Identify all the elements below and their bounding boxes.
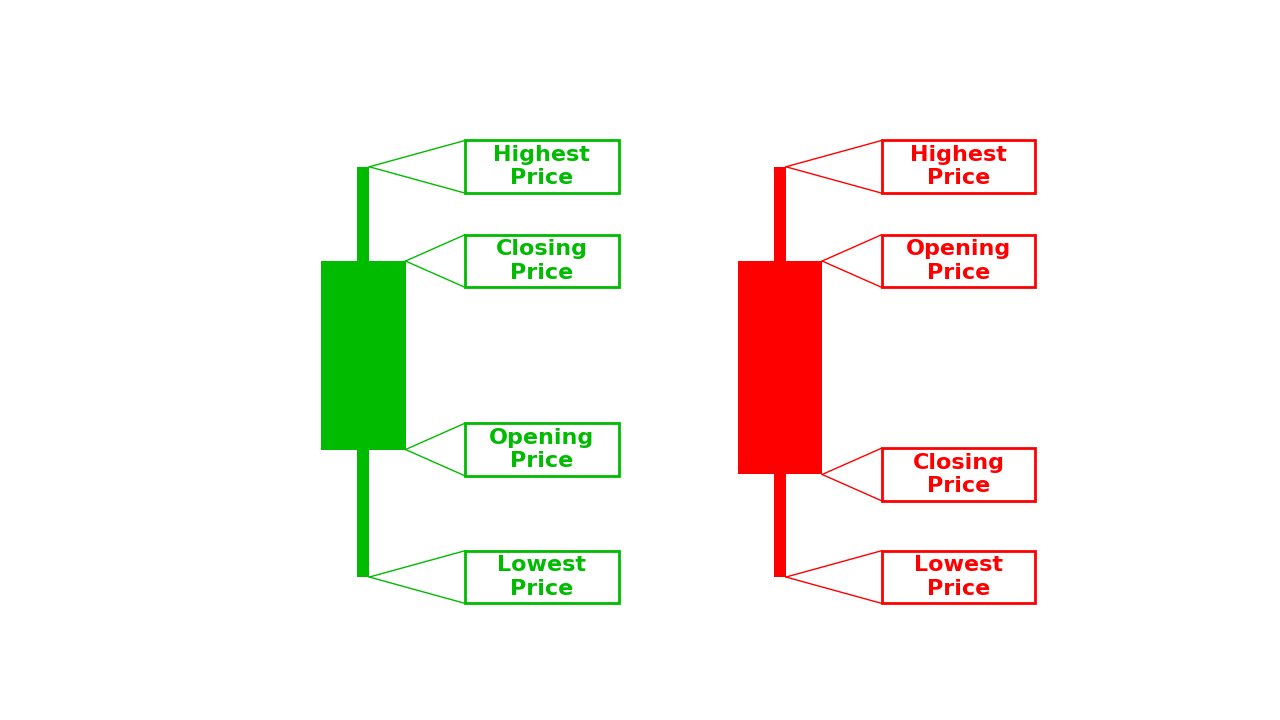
Bar [774, 474, 786, 577]
Bar [465, 140, 618, 193]
Bar [357, 449, 370, 577]
Bar [882, 551, 1036, 603]
Text: Highest
Price: Highest Price [910, 145, 1007, 189]
Text: Lowest
Price: Lowest Price [498, 555, 586, 598]
Bar [882, 140, 1036, 193]
Text: Closing
Price: Closing Price [495, 240, 588, 283]
Text: Closing
Price: Closing Price [913, 453, 1005, 496]
Bar [465, 551, 618, 603]
Text: Highest
Price: Highest Price [494, 145, 590, 189]
Bar [882, 448, 1036, 501]
Bar [882, 235, 1036, 287]
Text: Lowest
Price: Lowest Price [914, 555, 1004, 598]
Bar [737, 261, 822, 474]
Text: Opening
Price: Opening Price [489, 428, 594, 471]
Bar [774, 167, 786, 261]
Bar [465, 235, 618, 287]
Bar [357, 167, 370, 261]
Bar [465, 423, 618, 476]
Text: Opening
Price: Opening Price [906, 240, 1011, 283]
Bar [321, 261, 406, 449]
